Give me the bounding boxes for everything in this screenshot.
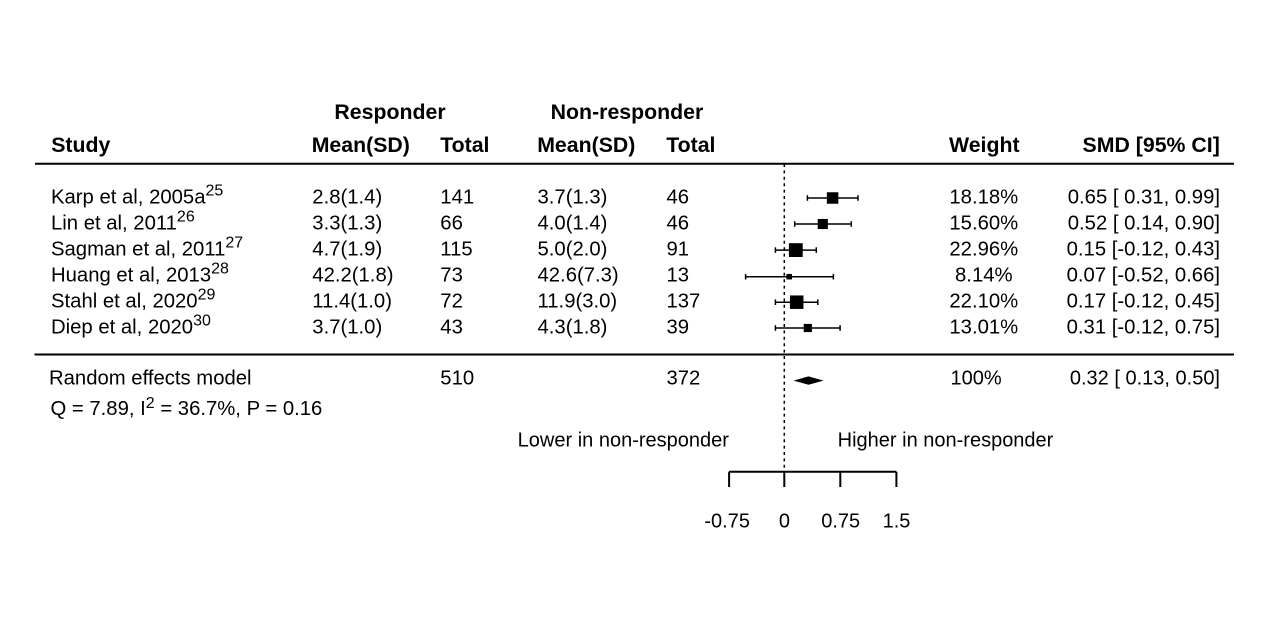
svg-text:42.2(1.8): 42.2(1.8) [312,265,393,287]
svg-text:0.07 [-0.52, 0.66]: 0.07 [-0.52, 0.66] [1067,265,1220,287]
svg-text:0.17 [-0.12, 0.45]: 0.17 [-0.12, 0.45] [1067,291,1220,313]
svg-text:5.0(2.0): 5.0(2.0) [538,239,608,261]
svg-text:13: 13 [667,265,690,287]
svg-text:Mean(SD): Mean(SD) [537,133,635,157]
svg-text:Total: Total [666,133,715,157]
svg-text:0.15 [-0.12, 0.43]: 0.15 [-0.12, 0.43] [1067,239,1220,261]
svg-text:3.7(1.3): 3.7(1.3) [538,187,608,209]
svg-text:18.18%: 18.18% [949,187,1018,209]
svg-text:43: 43 [440,317,463,339]
svg-text:0.31 [-0.12, 0.75]: 0.31 [-0.12, 0.75] [1067,317,1220,339]
svg-text:Sagman et al, 201127: Sagman et al, 201127 [51,235,243,261]
svg-text:Stahl et al, 202029: Stahl et al, 202029 [51,287,215,313]
svg-text:0.75: 0.75 [821,511,860,533]
svg-text:11.9(3.0): 11.9(3.0) [538,291,618,313]
svg-text:4.0(1.4): 4.0(1.4) [538,213,608,235]
svg-text:Huang et al, 201328: Huang et al, 201328 [51,261,229,287]
svg-text:Responder: Responder [334,100,445,124]
svg-text:Study: Study [51,133,110,157]
svg-text:11.4(1.0): 11.4(1.0) [312,291,392,313]
svg-text:73: 73 [440,265,463,287]
svg-text:Karp et al, 2005a25: Karp et al, 2005a25 [51,183,223,209]
svg-text:66: 66 [440,213,463,235]
svg-text:72: 72 [440,291,463,313]
svg-text:Lower in non-responder: Lower in non-responder [518,430,730,452]
svg-text:0.32 [ 0.13, 0.50]: 0.32 [ 0.13, 0.50] [1070,368,1220,390]
svg-text:0.65 [ 0.31, 0.99]: 0.65 [ 0.31, 0.99] [1068,187,1220,209]
svg-text:Random effects model: Random effects model [49,368,252,390]
svg-text:8.14%: 8.14% [955,265,1013,287]
svg-text:Mean(SD): Mean(SD) [312,133,410,157]
svg-text:2.8(1.4): 2.8(1.4) [312,187,382,209]
svg-text:22.96%: 22.96% [949,239,1018,261]
svg-text:4.7(1.9): 4.7(1.9) [312,239,382,261]
svg-text:-0.75: -0.75 [704,511,750,533]
svg-text:3.7(1.0): 3.7(1.0) [312,317,382,339]
svg-text:141: 141 [440,187,474,209]
svg-text:Non-responder: Non-responder [551,100,704,124]
svg-text:0: 0 [779,511,790,533]
svg-text:13.01%: 13.01% [949,317,1018,339]
svg-text:Weight: Weight [949,133,1020,157]
svg-text:46: 46 [667,187,690,209]
svg-text:372: 372 [667,368,701,390]
svg-text:SMD [95% CI]: SMD [95% CI] [1083,133,1220,157]
svg-text:4.3(1.8): 4.3(1.8) [538,317,608,339]
svg-text:0.52 [ 0.14, 0.90]: 0.52 [ 0.14, 0.90] [1068,213,1220,235]
svg-text:46: 46 [667,213,690,235]
svg-text:15.60%: 15.60% [949,213,1018,235]
svg-text:1.5: 1.5 [883,511,911,533]
svg-text:137: 137 [667,291,701,313]
svg-text:Diep et al, 202030: Diep et al, 202030 [51,313,211,339]
svg-text:42.6(7.3): 42.6(7.3) [538,265,619,287]
svg-text:100%: 100% [951,368,1002,390]
svg-text:Lin et al, 201126: Lin et al, 201126 [51,209,195,235]
svg-text:3.3(1.3): 3.3(1.3) [312,213,382,235]
svg-text:39: 39 [667,317,690,339]
svg-text:510: 510 [440,368,474,390]
svg-text:Total: Total [440,133,489,157]
svg-text:22.10%: 22.10% [949,291,1018,313]
svg-text:115: 115 [440,239,472,261]
svg-text:Higher in non-responder: Higher in non-responder [838,430,1054,452]
svg-text:Q = 7.89, I2 = 36.7%, P = 0.16: Q = 7.89, I2 = 36.7%, P = 0.16 [51,395,323,420]
svg-text:91: 91 [667,239,690,261]
